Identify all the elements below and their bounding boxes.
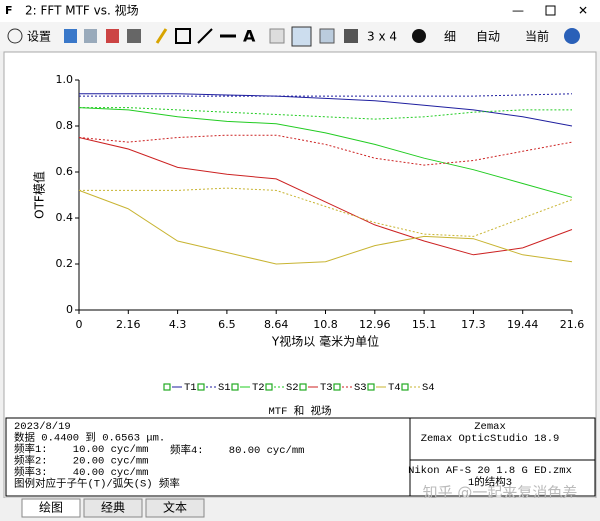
- legend-box: [333, 383, 341, 391]
- x-tick-label: 10.8: [313, 318, 338, 331]
- legend-box: [367, 383, 375, 391]
- refresh-icon[interactable]: [64, 29, 77, 43]
- tab-label[interactable]: 文本: [163, 500, 187, 515]
- series-line: [79, 93, 573, 127]
- x-tick-label: 4.3: [169, 318, 187, 331]
- tab-label[interactable]: 绘图: [39, 500, 63, 515]
- info-line: 数据 0.4400 到 0.6563 μm.: [14, 430, 165, 444]
- settings-button[interactable]: 设置: [27, 30, 51, 44]
- info-freq4: 频率4: 80.00 cyc/mm: [170, 443, 304, 457]
- print-icon[interactable]: [127, 29, 141, 43]
- info-line: 频率3: 40.00 cyc/mm: [14, 465, 148, 479]
- x-tick-label: 17.3: [461, 318, 486, 331]
- close[interactable]: ✕: [578, 4, 588, 18]
- y-tick-label: 1.0: [56, 73, 74, 86]
- minimize[interactable]: —: [512, 4, 524, 18]
- y-tick-label: 0.4: [56, 211, 74, 224]
- line-button[interactable]: 细: [444, 30, 456, 44]
- app-icon: F: [5, 4, 13, 17]
- info-line: 频率1: 10.00 cyc/mm: [14, 442, 148, 456]
- layout-button[interactable]: 3 x 4: [367, 30, 397, 44]
- y-tick-label: 0: [66, 303, 73, 316]
- window-title: 2: FFT MTF vs. 视场: [25, 3, 139, 18]
- tab[interactable]: [145, 498, 205, 518]
- help-icon[interactable]: [564, 28, 580, 44]
- series-line: [79, 187, 573, 237]
- y-tick-label: 0.6: [56, 165, 74, 178]
- tabs: 绘图 经典 文本: [21, 498, 205, 518]
- info-right: Zemax OpticStudio 18.9: [421, 433, 560, 445]
- legend-label: S1: [218, 382, 231, 394]
- fit-icon[interactable]: [291, 26, 312, 47]
- x-tick-label: 19.44: [507, 318, 539, 331]
- chart: 0 0.2 0.4 0.6 0.8 1.0 0 2.16 4.3 6.5 8.64 10.8 12.96…: [32, 73, 585, 394]
- info-right: Zemax: [474, 421, 506, 433]
- legend-label: T3: [320, 382, 333, 394]
- info-file: Nikon AF-S 20 1.8 G ED.zmx: [408, 465, 572, 477]
- x-tick-label: 2.16: [116, 318, 141, 331]
- settings-toggle[interactable]: [7, 28, 23, 44]
- watermark: 知乎 @一起来复消色差: [423, 484, 578, 502]
- scale-button[interactable]: 自动: [476, 30, 500, 44]
- x-axis-label: Y视场以 毫米为单位: [271, 334, 379, 349]
- legend-box: [299, 383, 307, 391]
- legend-label: T4: [388, 382, 401, 394]
- info-line: 图例对应于子午(T)/弧矢(S) 频率: [14, 476, 180, 490]
- legend-box: [197, 383, 205, 391]
- save-icon[interactable]: [106, 29, 119, 43]
- pen-tool[interactable]: [155, 28, 168, 44]
- legend-box: [265, 383, 273, 391]
- info-config: 1的结构3: [468, 475, 512, 489]
- tab[interactable]: [83, 498, 143, 518]
- rotate-icon[interactable]: [412, 29, 426, 43]
- x-tick-label: 21.6: [560, 318, 585, 331]
- copy-icon[interactable]: [84, 29, 97, 43]
- lock-icon[interactable]: [269, 28, 285, 44]
- config-button[interactable]: 当前: [525, 29, 549, 44]
- title-bar: [0, 0, 600, 22]
- y-tick-label: 0.8: [56, 119, 74, 132]
- layers-icon[interactable]: [344, 29, 358, 43]
- legend-box: [163, 383, 171, 391]
- x-tick-label: 12.96: [359, 318, 391, 331]
- legend-label: S4: [422, 382, 435, 394]
- legend-label: S2: [286, 382, 299, 394]
- y-axis-label: OTF模值: [32, 171, 47, 219]
- series-line: [78, 189, 573, 265]
- chart-title: MTF 和 视场: [268, 404, 331, 418]
- arrow-tool[interactable]: [197, 28, 213, 44]
- x-tick-label: 6.5: [218, 318, 236, 331]
- series-line: [78, 137, 573, 256]
- maximize[interactable]: [545, 5, 556, 16]
- x-tick-label: 8.64: [264, 318, 289, 331]
- chart-panel: [3, 51, 597, 499]
- window-icon[interactable]: [319, 28, 335, 44]
- legend-label: T2: [252, 382, 265, 394]
- series-line: [78, 107, 573, 198]
- legend-box: [231, 383, 239, 391]
- y-tick-label: 0.2: [56, 257, 74, 270]
- legend-box: [401, 383, 409, 391]
- x-tick-label: 0: [76, 318, 83, 331]
- legend-label: T1: [184, 382, 197, 394]
- legend-label: S3: [354, 382, 367, 394]
- info-line: 频率2: 20.00 cyc/mm: [14, 453, 148, 467]
- tab-label[interactable]: 经典: [101, 501, 125, 515]
- rect-tool[interactable]: [175, 28, 191, 44]
- info-line: 2023/8/19: [14, 421, 71, 433]
- x-tick-label: 15.1: [412, 318, 437, 331]
- info-box: [5, 417, 596, 497]
- text-tool[interactable]: A: [243, 27, 256, 46]
- tab[interactable]: [21, 498, 81, 518]
